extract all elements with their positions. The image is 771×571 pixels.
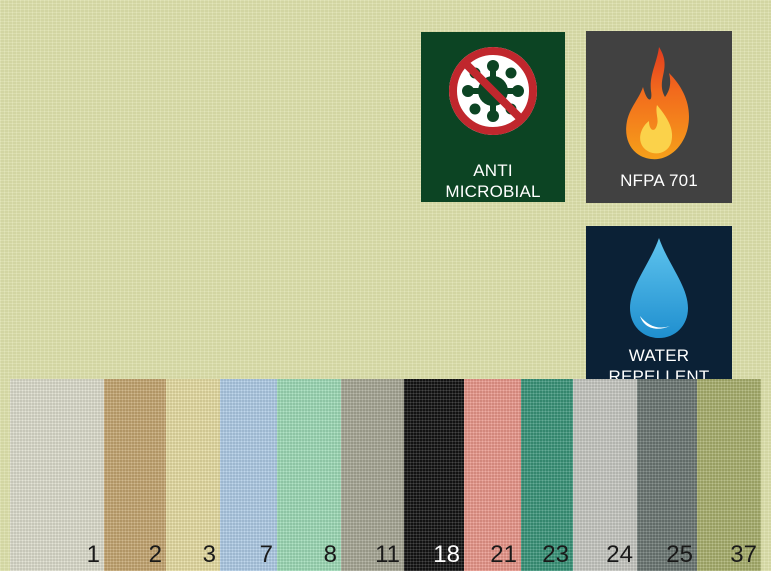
swatch-21[interactable]: 21 <box>464 379 521 571</box>
nfpa-label: NFPA 701 <box>620 171 698 190</box>
swatch-number: 24 <box>606 541 633 568</box>
swatch-number: 1 <box>86 541 100 568</box>
swatch-24[interactable]: 24 <box>573 379 637 571</box>
swatch-18[interactable]: 18 <box>404 379 464 571</box>
swatch-number: 11 <box>375 541 400 568</box>
swatch-37[interactable]: 37 <box>697 379 761 571</box>
flame-icon <box>626 47 689 160</box>
water-label-line1: WATER <box>628 346 690 365</box>
anti-microbial-badge: ANTI MICROBIAL <box>421 32 565 202</box>
swatch-number: 21 <box>490 541 517 568</box>
swatch-3[interactable]: 3 <box>166 379 220 571</box>
swatch-number: 25 <box>666 541 693 568</box>
swatch-number: 23 <box>542 541 569 568</box>
swatch-7[interactable]: 7 <box>220 379 277 571</box>
swatch-number: 37 <box>730 541 757 568</box>
swatch-number: 2 <box>148 541 162 568</box>
nfpa-701-badge: NFPA 701 <box>586 31 732 203</box>
anti-microbial-label-line2: MICROBIAL <box>445 182 541 201</box>
swatch-8[interactable]: 8 <box>277 379 341 571</box>
swatch-number: 8 <box>323 541 337 568</box>
swatch-number: 3 <box>202 541 216 568</box>
swatch-11[interactable]: 11 <box>341 379 404 571</box>
swatch-23[interactable]: 23 <box>521 379 573 571</box>
swatch-1[interactable]: 1 <box>10 379 104 571</box>
color-swatch-strip: 1 2 3 7 8 11 18 21 23 24 25 <box>10 379 761 571</box>
no-germ-icon <box>449 47 537 135</box>
water-drop-icon <box>630 238 688 338</box>
swatch-number: 18 <box>433 541 460 568</box>
swatch-2[interactable]: 2 <box>104 379 166 571</box>
anti-microbial-label-line1: ANTI <box>473 161 513 180</box>
water-repellent-badge: WATER REPELLENT <box>586 226 732 401</box>
swatch-25[interactable]: 25 <box>637 379 697 571</box>
swatch-number: 7 <box>259 541 273 568</box>
